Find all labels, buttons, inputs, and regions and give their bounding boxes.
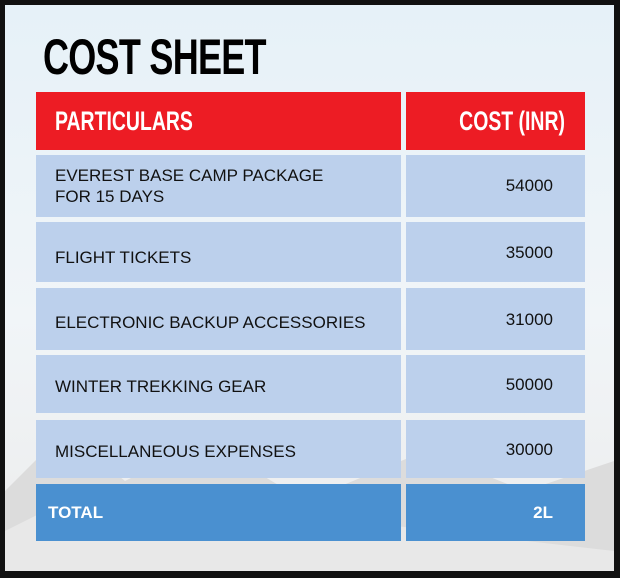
row-cost: 30000 [406,420,585,478]
row-cost: 35000 [406,222,585,282]
header-cost: COST (INR) [406,92,585,150]
row-item: WINTER TREKKING GEAR [36,355,401,413]
row-item: MISCELLANEOUS EXPENSES [36,420,401,478]
row-cost: 31000 [406,288,585,350]
total-label: TOTAL [36,484,401,541]
row-item: EVEREST BASE CAMP PACKAGE FOR 15 DAYS [36,155,401,217]
header-particulars: PARTICULARS [36,92,401,150]
row-cost: 54000 [406,155,585,217]
row-item: FLIGHT TICKETS [36,222,401,282]
row-item: ELECTRONIC BACKUP ACCESSORIES [36,288,401,350]
row-cost: 50000 [406,355,585,413]
total-value: 2L [406,484,585,541]
cost-sheet-card: COST SHEET PARTICULARS COST (INR) EVERES… [5,5,614,571]
page-title: COST SHEET [43,29,267,85]
